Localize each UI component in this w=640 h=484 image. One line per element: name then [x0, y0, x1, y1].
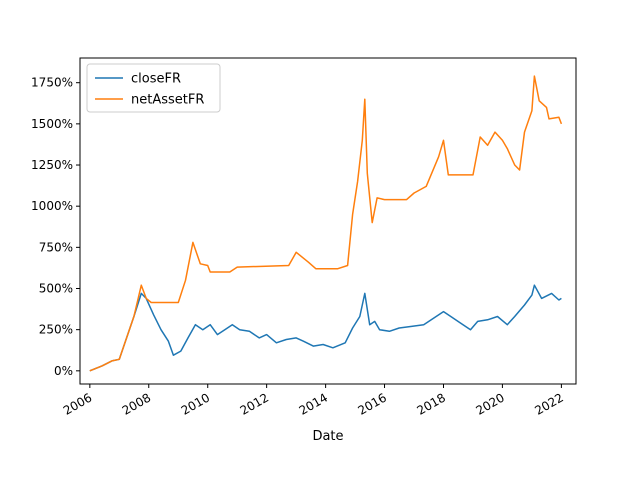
series-line-netAssetFR [89, 75, 563, 372]
plot-frame [79, 57, 577, 385]
x-tick-label: 2018 [415, 390, 448, 417]
legend-box [86, 63, 221, 113]
x-axis: 2006 2008 2010 2012 2014 2016 2018 2020 2022 [61, 384, 566, 418]
x-tick-label: 2016 [356, 390, 389, 417]
x-tick-label: 2006 [61, 390, 94, 417]
y-tick-label: 1000% [31, 199, 73, 213]
x-tick-label: 2020 [473, 390, 506, 417]
y-tick-label: 750% [39, 240, 73, 254]
y-tick-label: 250% [39, 323, 73, 337]
x-tick-label: 2012 [238, 390, 271, 417]
y-tick-label: 1750% [31, 76, 73, 90]
x-tick-label: 2010 [179, 390, 212, 417]
y-tick-label: 1500% [31, 117, 73, 131]
x-tick-label: 2014 [297, 390, 330, 417]
x-axis-label: Date [312, 429, 343, 444]
series-line-closeFR [89, 284, 562, 372]
y-axis: 0% 250% 500% 750% 1000% 1250% 1500% 1750% [31, 76, 80, 378]
y-tick-label: 1250% [31, 158, 73, 172]
y-tick-label: 500% [39, 282, 73, 296]
legend-label-closeFR: closeFR [131, 72, 181, 87]
series-layer [89, 75, 563, 372]
legend-label-netAssetFR: netAssetFR [131, 93, 204, 108]
y-tick-label: 0% [54, 364, 73, 378]
legend: closeFR netAssetFR [86, 63, 221, 113]
x-tick-label: 2008 [120, 390, 153, 417]
x-tick-label: 2022 [532, 390, 565, 417]
